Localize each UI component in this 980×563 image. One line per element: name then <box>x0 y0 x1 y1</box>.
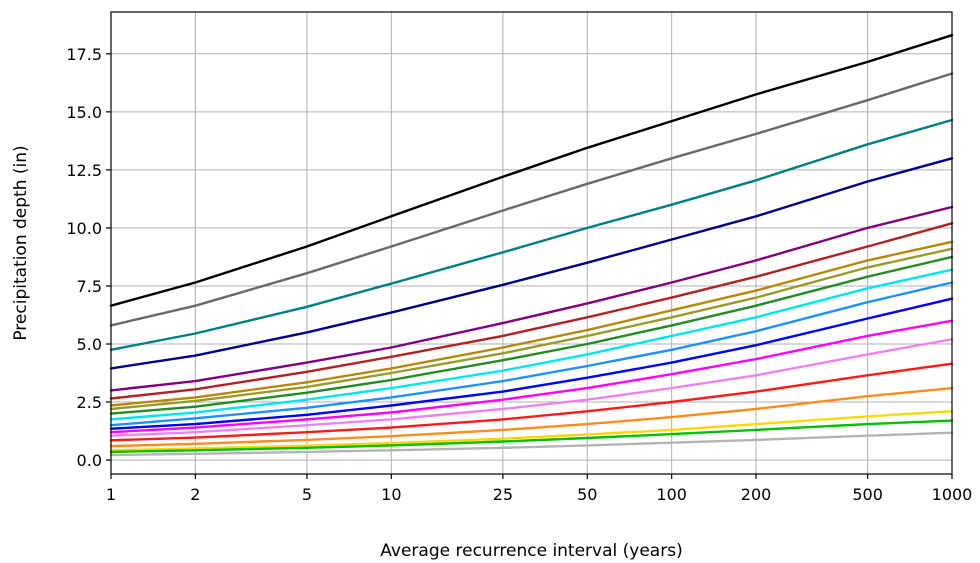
series-line-14 <box>109 338 954 437</box>
y-tick-label: 15.0 <box>66 103 102 122</box>
x-tick-label: 1 <box>106 485 116 504</box>
x-tick-label: 1000 <box>932 485 973 504</box>
y-tick-label: 7.5 <box>77 277 102 296</box>
series-line-13 <box>109 319 954 434</box>
x-tick-label: 100 <box>656 485 687 504</box>
series-line-19 <box>109 431 954 457</box>
series-line-12 <box>109 297 954 430</box>
x-tick-label: 5 <box>302 485 312 504</box>
series-line-15 <box>109 362 954 442</box>
series-line-3 <box>109 118 954 351</box>
series-line-10 <box>109 268 954 421</box>
series-line-4 <box>109 157 954 370</box>
series-line-7 <box>109 240 954 407</box>
y-axis-label: Precipitation depth (in) <box>11 145 31 340</box>
x-axis-ticks: 1 2 5 10 25 50 100 200 500 1000 <box>106 474 972 504</box>
series-line-6 <box>109 222 954 400</box>
series-line-1 <box>109 34 954 307</box>
y-tick-label: 10.0 <box>66 219 102 238</box>
series-line-18 <box>109 419 954 454</box>
y-tick-label: 17.5 <box>66 45 102 64</box>
series-line-17 <box>109 410 954 452</box>
y-tick-label: 2.5 <box>77 393 102 412</box>
x-tick-label: 2 <box>190 485 200 504</box>
series-line-9 <box>109 255 954 415</box>
x-axis-label: Average recurrence interval (years) <box>380 541 682 561</box>
grid-lines <box>110 12 953 474</box>
series-line-5 <box>109 205 954 392</box>
y-tick-label: 12.5 <box>66 161 102 180</box>
plot-frame <box>110 11 953 475</box>
series-line-2 <box>109 72 954 327</box>
series-line-16 <box>109 386 954 448</box>
y-axis-ticks: 0.0 2.5 5.0 7.5 10.0 12.5 15.0 17.5 <box>66 45 111 470</box>
x-tick-label: 50 <box>577 485 597 504</box>
series-line-8 <box>109 247 954 411</box>
x-tick-label: 10 <box>381 485 401 504</box>
series-lines <box>109 34 954 457</box>
y-tick-label: 5.0 <box>77 335 102 354</box>
y-tick-label: 0.0 <box>77 451 102 470</box>
x-tick-label: 500 <box>852 485 883 504</box>
x-tick-label: 200 <box>741 485 772 504</box>
x-tick-label: 25 <box>493 485 513 504</box>
series-line-11 <box>109 281 954 427</box>
